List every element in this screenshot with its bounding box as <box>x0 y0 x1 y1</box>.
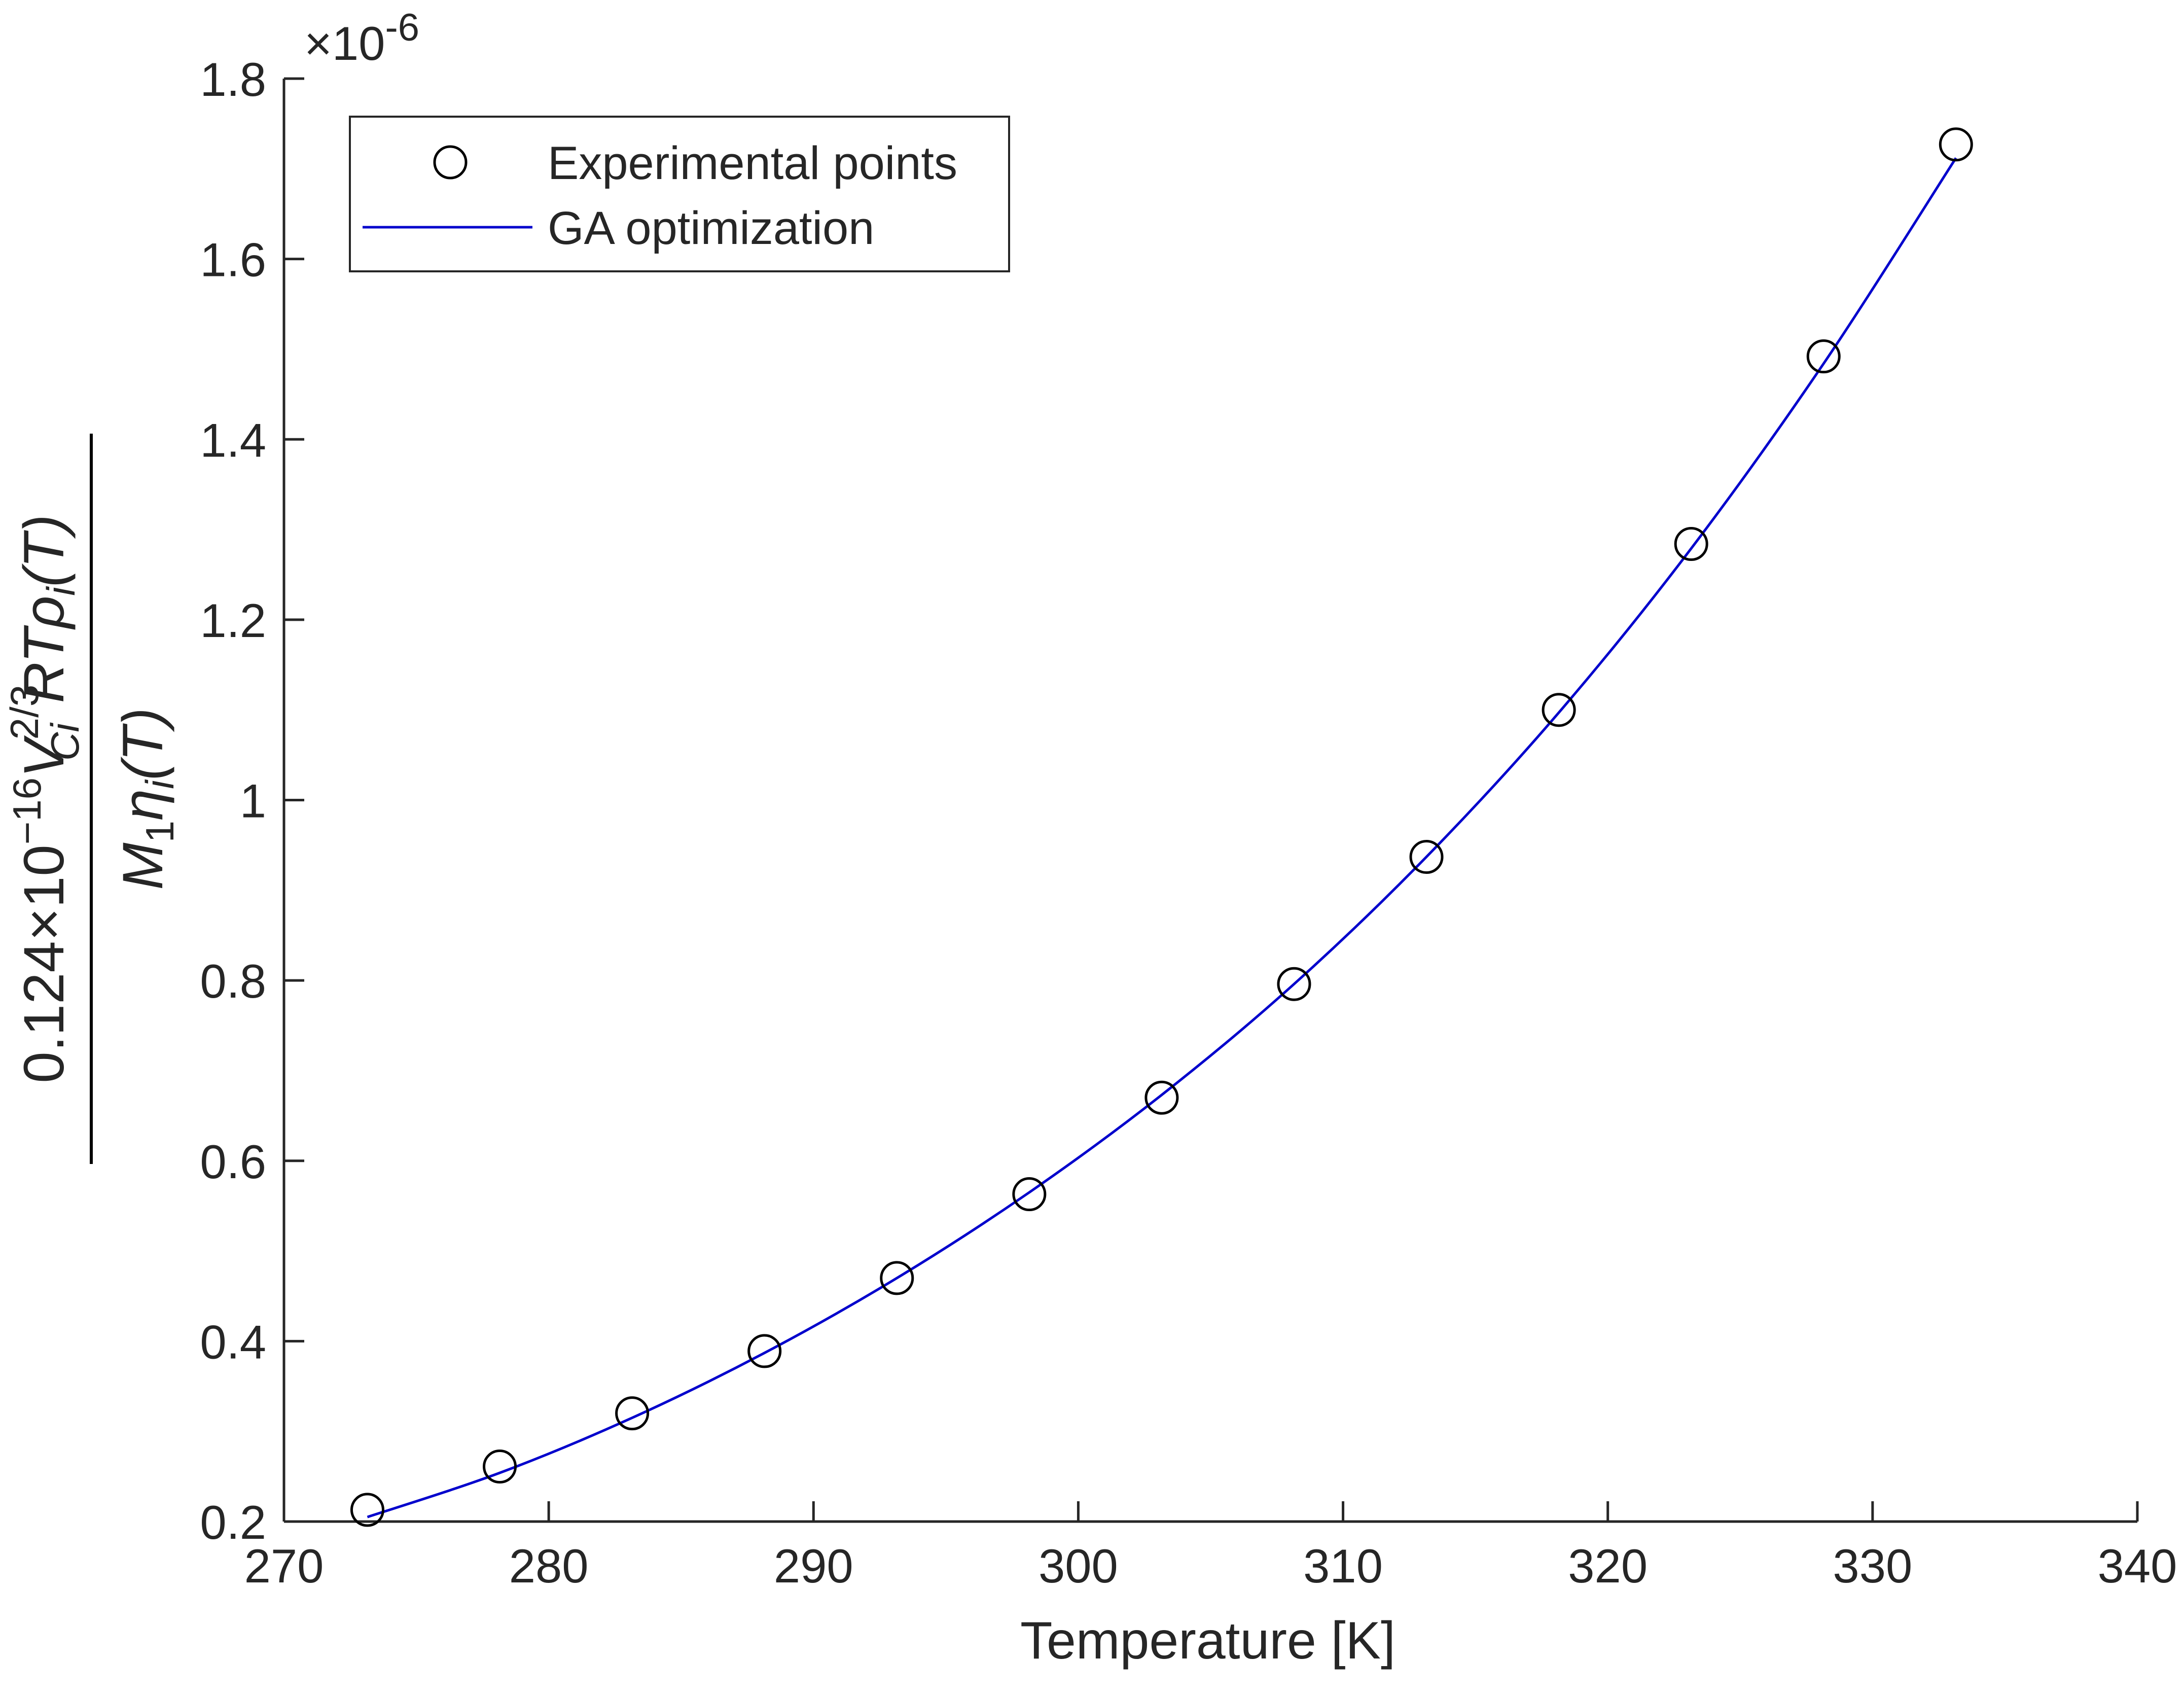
svg-text:M1ηi(T): M1ηi(T) <box>111 708 182 890</box>
data-point-experimental <box>1277 967 1311 1001</box>
legend-marker-experimental <box>433 145 468 180</box>
svg-text:×10-6: ×10-6 <box>304 6 419 70</box>
data-point-experimental <box>350 1493 384 1527</box>
plot-area: 270 280 290 300 310 320 330 340 0.2 0.4 0.6 0.8 1 1.2… <box>200 53 2177 1593</box>
y-tick-label: 0.8 <box>200 955 266 1008</box>
x-tick-label: 300 <box>1039 1539 1118 1593</box>
data-point-experimental <box>1806 339 1841 374</box>
y-tick-label: 1 <box>240 774 266 828</box>
data-point-experimental <box>615 1396 650 1431</box>
y-tick-label: 1.6 <box>200 233 266 287</box>
x-tick-label: 270 <box>244 1539 324 1593</box>
y-tick-label: 0.2 <box>200 1496 266 1549</box>
svg-text:0.124×10−16V2/3CiRTρi(T): 0.124×10−16V2/3CiRTρi(T) <box>2 514 87 1083</box>
data-point-experimental <box>880 1261 914 1295</box>
x-tick-label: 330 <box>1833 1539 1912 1593</box>
y-tick-label: 0.6 <box>200 1135 266 1188</box>
y-axis-title: 0.124×10−16V2/3CiRTρi(T) M1ηi(T) <box>2 434 182 1164</box>
data-point-experimental <box>483 1450 517 1484</box>
x-tick-label: 290 <box>774 1539 853 1593</box>
y-tick-label: 1.8 <box>200 53 266 106</box>
series-line-ga-optimization <box>367 157 1957 1519</box>
x-axis-title: Temperature [K] <box>1020 1611 1395 1670</box>
data-point-experimental <box>1542 693 1576 727</box>
y-tick-label: 1.2 <box>200 594 266 647</box>
y-axis-multiplier: ×10-6 <box>304 6 419 70</box>
data-point-experimental <box>1409 840 1444 874</box>
y-tick-label: 1.4 <box>200 413 266 467</box>
data-point-experimental <box>1674 527 1708 561</box>
legend-box <box>349 116 1010 272</box>
data-point-experimental <box>1144 1080 1179 1115</box>
x-tick-label: 280 <box>509 1539 589 1593</box>
data-point-experimental <box>1012 1177 1047 1212</box>
legend: Experimental points GA optimization <box>349 116 1010 272</box>
legend-label-ga: GA optimization <box>548 202 874 254</box>
y-tick-label: 0.4 <box>200 1315 266 1368</box>
legend-label-experimental: Experimental points <box>548 137 957 189</box>
data-point-experimental <box>1939 127 1973 162</box>
x-tick-label: 310 <box>1303 1539 1383 1593</box>
x-tick-label: 340 <box>2098 1539 2177 1593</box>
x-tick-label: 320 <box>1568 1539 1648 1593</box>
data-point-experimental <box>747 1334 782 1368</box>
